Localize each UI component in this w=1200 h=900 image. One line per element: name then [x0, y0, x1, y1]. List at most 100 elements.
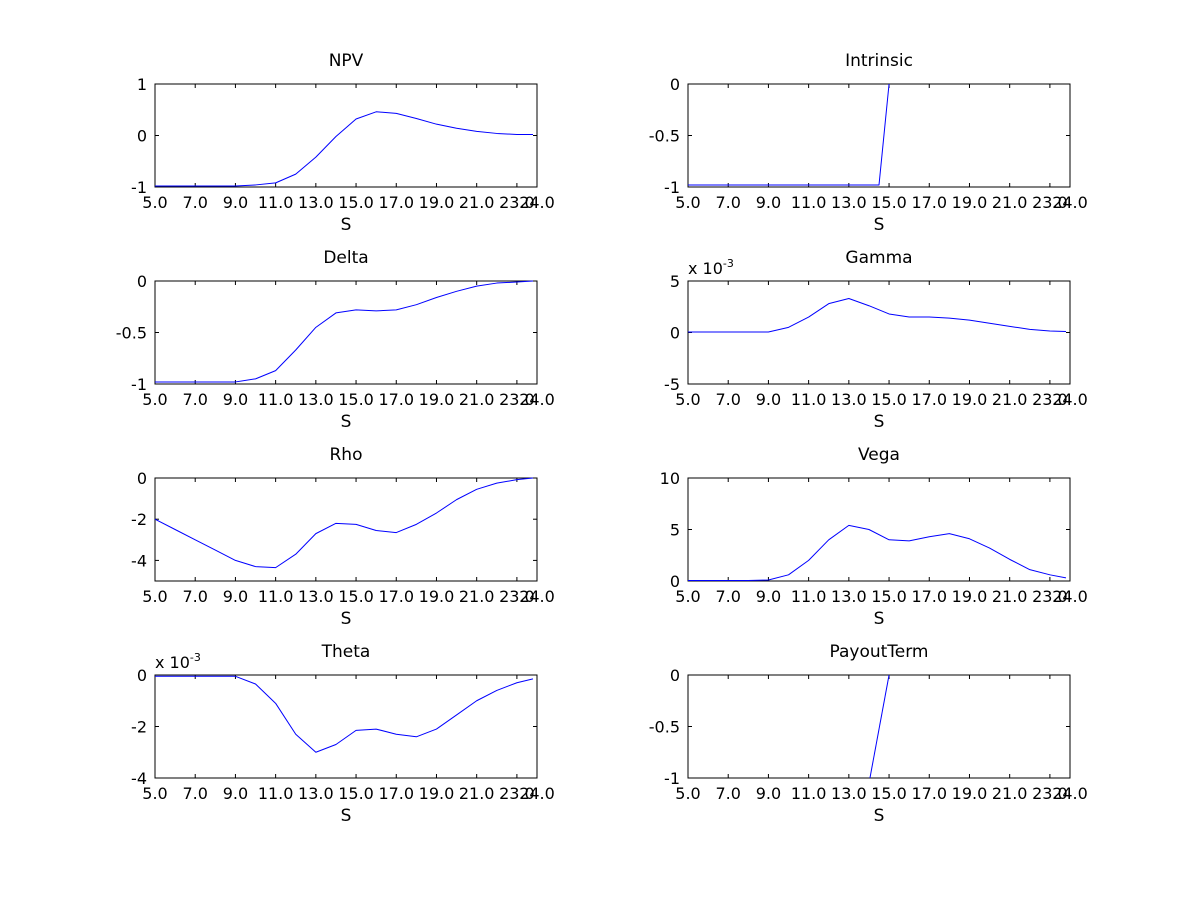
npv-axes-box	[154, 83, 538, 188]
payoutterm-x-axis-label: S	[874, 806, 885, 826]
theta-x-axis-label: S	[341, 806, 352, 826]
delta-x-tick-label: 9.0	[223, 390, 248, 409]
delta-x-axis-label: S	[341, 412, 352, 432]
intrinsic-x-tick-label: 5.0	[675, 193, 700, 212]
theta-y-multiplier: x 10-3	[155, 651, 201, 672]
theta-y-tick-label: -2	[131, 718, 147, 737]
delta-x-tick-label: 13.0	[298, 390, 334, 409]
delta-chart: Delta 5.0 7.0 9.0 11.0 13.0 15.0 17.0 19.0 21.0 23…	[116, 248, 555, 432]
intrinsic-x-tick-label: 24.0	[1052, 193, 1088, 212]
vega-axes-box	[687, 477, 1071, 582]
intrinsic-y-tick-label: 0	[670, 75, 680, 94]
intrinsic-x-axis-label: S	[874, 215, 885, 235]
intrinsic-x-tick-label: 13.0	[831, 193, 867, 212]
gamma-title: Gamma	[845, 248, 912, 268]
rho-x-tick-label: 21.0	[459, 587, 495, 606]
delta-x-tick-label: 24.0	[519, 390, 555, 409]
delta-x-tick-label: 19.0	[419, 390, 455, 409]
theta-title: Theta	[321, 642, 371, 662]
npv-x-tick-label: 17.0	[378, 193, 414, 212]
delta-title: Delta	[323, 248, 368, 268]
theta-x-tick-label: 5.0	[142, 784, 167, 803]
rho-x-tick-label: 7.0	[182, 587, 207, 606]
intrinsic-x-tick-label: 7.0	[715, 193, 740, 212]
vega-y-tick-label: 5	[670, 521, 680, 540]
npv-y-tick-label: 1	[137, 75, 147, 94]
rho-x-tick-label: 17.0	[378, 587, 414, 606]
gamma-x-axis-label: S	[874, 412, 885, 432]
rho-title: Rho	[330, 445, 363, 465]
npv-chart: NPV 5.0 7.0 9.0 11.0 13.0 15.0 17.0 19.0 21.0 23.0…	[131, 51, 555, 235]
gamma-x-tick-label: 17.0	[911, 390, 947, 409]
gamma-x-tick-label: 19.0	[952, 390, 988, 409]
delta-x-tick-label: 23.0	[499, 390, 535, 409]
delta-y-tick-label: 0	[137, 272, 147, 291]
payoutterm-x-tick-label: 7.0	[715, 784, 740, 803]
payoutterm-x-tick-label: 24.0	[1052, 784, 1088, 803]
theta-x-tick-label: 21.0	[459, 784, 495, 803]
theta-series-line	[155, 675, 534, 753]
rho-x-tick-label: 24.0	[519, 587, 555, 606]
rho-x-tick-label: 15.0	[338, 587, 374, 606]
intrinsic-x-tick-label: 21.0	[992, 193, 1028, 212]
vega-x-tick-label: 11.0	[791, 587, 827, 606]
payoutterm-x-tick-label: 15.0	[871, 784, 907, 803]
payoutterm-x-tick-label: 5.0	[675, 784, 700, 803]
theta-x-tick-label: 24.0	[519, 784, 555, 803]
theta-x-tick-label: 9.0	[223, 784, 248, 803]
gamma-x-tick-label: 5.0	[675, 390, 700, 409]
theta-x-tick-label: 17.0	[378, 784, 414, 803]
intrinsic-x-tick-label: 17.0	[911, 193, 947, 212]
gamma-series-line	[688, 298, 1066, 333]
npv-title: NPV	[329, 51, 364, 71]
delta-x-tick-label: 17.0	[378, 390, 414, 409]
rho-x-tick-label: 13.0	[298, 587, 334, 606]
payoutterm-y-tick-label: -0.5	[649, 718, 680, 737]
intrinsic-series-line	[688, 83, 890, 186]
rho-axes-box	[154, 477, 538, 582]
theta-x-tick-label: 7.0	[182, 784, 207, 803]
rho-series-line	[154, 477, 534, 569]
gamma-chart: Gamma 5.0 7.0 9.0 11.0 13.0 15.0 17.0 19.0 21.0 23…	[664, 248, 1088, 432]
npv-x-tick-label: 9.0	[223, 193, 248, 212]
gamma-x-tick-label: 7.0	[715, 390, 740, 409]
gamma-x-tick-label: 11.0	[791, 390, 827, 409]
vega-y-tick-label: 10	[660, 469, 680, 488]
theta-x-tick-label: 11.0	[258, 784, 294, 803]
delta-x-tick-label: 7.0	[182, 390, 207, 409]
vega-y-tick-label: 0	[670, 572, 680, 591]
gamma-x-tick-label: 24.0	[1052, 390, 1088, 409]
intrinsic-axes-box	[687, 83, 1071, 188]
gamma-y-tick-label: 5	[670, 272, 680, 291]
delta-y-tick-label: -1	[131, 375, 147, 394]
payoutterm-series-line	[869, 674, 890, 779]
vega-x-tick-label: 15.0	[871, 587, 907, 606]
npv-y-tick-label: -1	[131, 178, 147, 197]
vega-x-tick-label: 9.0	[756, 587, 781, 606]
payoutterm-y-tick-label: -1	[664, 769, 680, 788]
theta-y-tick-label: 0	[137, 666, 147, 685]
gamma-axes-box	[687, 280, 1071, 385]
rho-y-tick-label: -2	[131, 510, 147, 529]
payoutterm-y-tick-label: 0	[670, 666, 680, 685]
vega-x-tick-label: 13.0	[831, 587, 867, 606]
rho-x-tick-label: 9.0	[223, 587, 248, 606]
gamma-x-tick-label: 13.0	[831, 390, 867, 409]
npv-x-axis-label: S	[341, 215, 352, 235]
intrinsic-title: Intrinsic	[845, 51, 913, 71]
theta-x-tick-label: 15.0	[338, 784, 374, 803]
npv-x-tick-label: 11.0	[258, 193, 294, 212]
npv-x-tick-label: 24.0	[519, 193, 555, 212]
intrinsic-x-tick-label: 23.0	[1032, 193, 1068, 212]
intrinsic-chart: Intrinsic 5.0 7.0 9.0 11.0 13.0 15.0 17.0 19.0 21…	[649, 51, 1088, 235]
intrinsic-x-tick-label: 15.0	[871, 193, 907, 212]
npv-series-line	[155, 111, 533, 187]
vega-title: Vega	[858, 445, 900, 465]
vega-x-tick-label: 17.0	[911, 587, 947, 606]
npv-x-tick-label: 19.0	[419, 193, 455, 212]
vega-x-tick-label: 21.0	[992, 587, 1028, 606]
delta-x-tick-label: 5.0	[142, 390, 167, 409]
intrinsic-y-tick-label: -1	[664, 178, 680, 197]
